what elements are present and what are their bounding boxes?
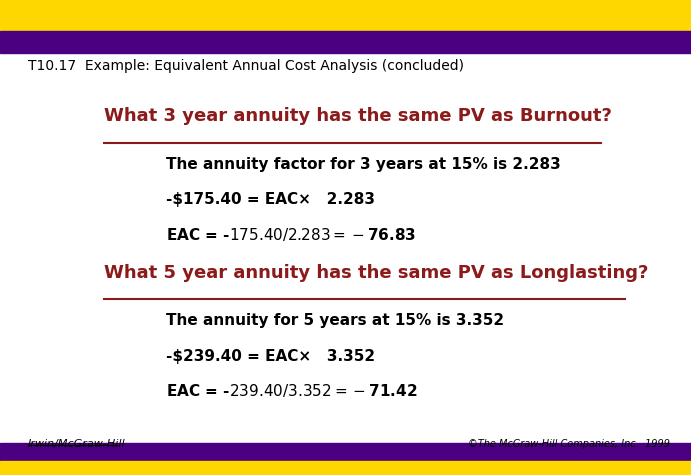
Text: -$175.40 = EAC×   2.283: -$175.40 = EAC× 2.283 xyxy=(166,192,375,208)
Bar xyxy=(0,461,691,475)
Bar xyxy=(0,31,691,53)
Text: Irwin/McGraw-Hill: Irwin/McGraw-Hill xyxy=(28,439,125,449)
Text: What 3 year annuity has the same PV as Burnout?: What 3 year annuity has the same PV as B… xyxy=(104,107,612,125)
Bar xyxy=(0,0,691,31)
Text: EAC = -$239.40/3.352 = -$71.42: EAC = -$239.40/3.352 = -$71.42 xyxy=(166,382,417,399)
Text: ©The McGraw-Hill Companies, Inc.  1999: ©The McGraw-Hill Companies, Inc. 1999 xyxy=(468,439,670,449)
Text: The annuity factor for 3 years at 15% is 2.283: The annuity factor for 3 years at 15% is… xyxy=(166,157,560,172)
Text: The annuity for 5 years at 15% is 3.352: The annuity for 5 years at 15% is 3.352 xyxy=(166,314,504,329)
Text: EAC = -$175.40/2.283 = -$76.83: EAC = -$175.40/2.283 = -$76.83 xyxy=(166,226,416,243)
Text: T10.17  Example: Equivalent Annual Cost Analysis (concluded): T10.17 Example: Equivalent Annual Cost A… xyxy=(28,59,464,73)
Bar xyxy=(0,443,691,461)
Text: What 5 year annuity has the same PV as Longlasting?: What 5 year annuity has the same PV as L… xyxy=(104,264,648,282)
Text: -$239.40 = EAC×   3.352: -$239.40 = EAC× 3.352 xyxy=(166,349,375,364)
